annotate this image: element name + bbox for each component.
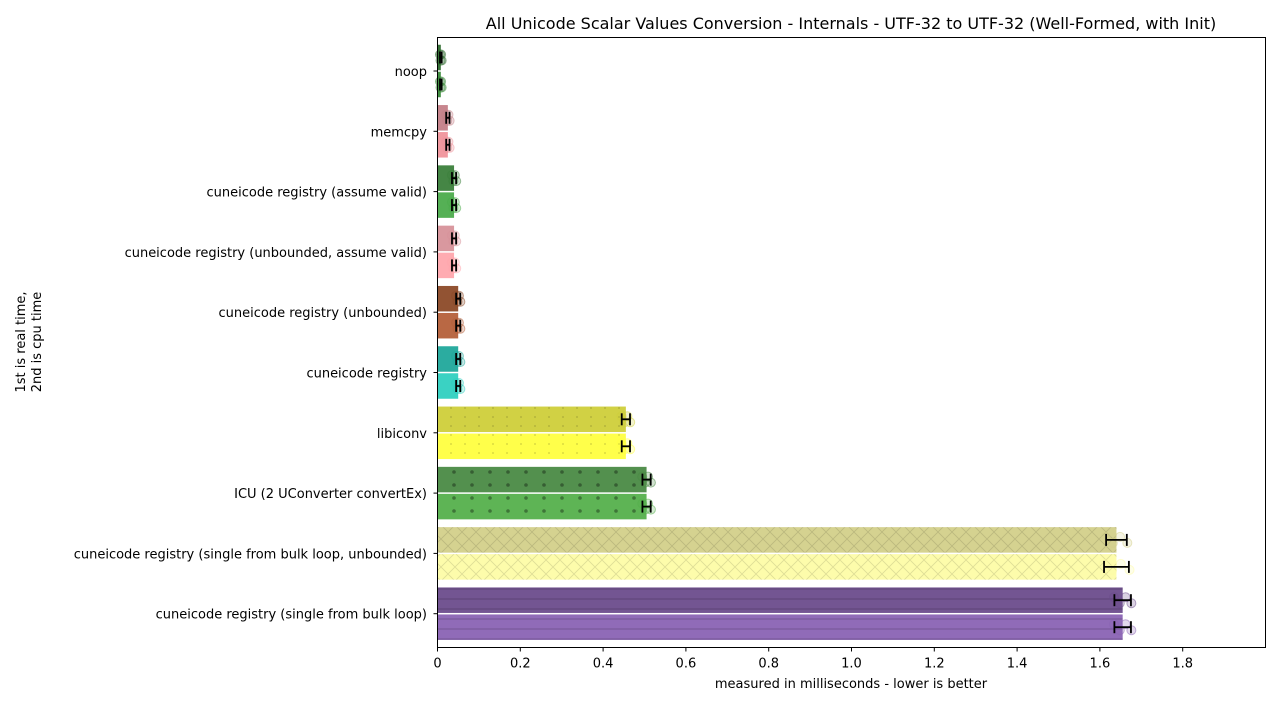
x-tick-label: 0.8 <box>758 657 779 672</box>
x-tick-label: 1.0 <box>841 657 862 672</box>
y-axis-label-line2: 2nd is cpu time <box>30 292 45 393</box>
y-axis-label-line1: 1st is real time, <box>14 291 29 392</box>
category-label: cuneicode registry (unbounded, assume va… <box>125 246 427 261</box>
category-label: memcpy <box>371 125 428 140</box>
category-label: cuneicode registry <box>306 367 427 382</box>
bar-hatch <box>437 433 626 460</box>
category-label: cuneicode registry (unbounded) <box>219 306 428 321</box>
bar-hatch <box>437 406 626 433</box>
plot-area <box>434 44 1137 640</box>
bar-hatch <box>437 493 647 520</box>
x-axis-ticks: 0 0.2 0.4 0.6 0.8 1.0 1.2 1.4 1.6 1.8 <box>433 647 1193 672</box>
chart-title: All Unicode Scalar Values Conversion - I… <box>486 14 1216 33</box>
x-tick-label: 1.2 <box>924 657 945 672</box>
x-tick-label: 1.6 <box>1090 657 1111 672</box>
x-tick-label: 0.2 <box>510 657 531 672</box>
plot-frame <box>437 37 1266 648</box>
category-label: ICU (2 UConverter convertEx) <box>234 487 427 502</box>
x-axis-label: measured in milliseconds - lower is bett… <box>715 677 988 692</box>
bar-hatch <box>437 554 1117 580</box>
category-label: cuneicode registry (single from bulk loo… <box>74 547 427 562</box>
category-label: cuneicode registry (single from bulk loo… <box>156 608 427 623</box>
category-label: libiconv <box>377 427 427 442</box>
x-tick-label: 0.6 <box>676 657 697 672</box>
x-tick-label: 1.4 <box>1007 657 1028 672</box>
x-tick-label: 1.8 <box>1172 657 1193 672</box>
category-label: cuneicode registry (assume valid) <box>206 186 427 201</box>
bar-hatch <box>437 614 1123 640</box>
category-labels: noop memcpy cuneicode registry (assume val… <box>74 65 438 623</box>
bar-hatch <box>437 527 1117 553</box>
y-axis-label: 1st is real time, 2nd is cpu time <box>14 291 45 392</box>
category-label: noop <box>395 65 427 80</box>
x-tick-label: 0.4 <box>593 657 614 672</box>
bar-hatch <box>437 466 647 493</box>
bar-hatch <box>437 587 1123 613</box>
x-tick-label: 0 <box>433 657 441 672</box>
